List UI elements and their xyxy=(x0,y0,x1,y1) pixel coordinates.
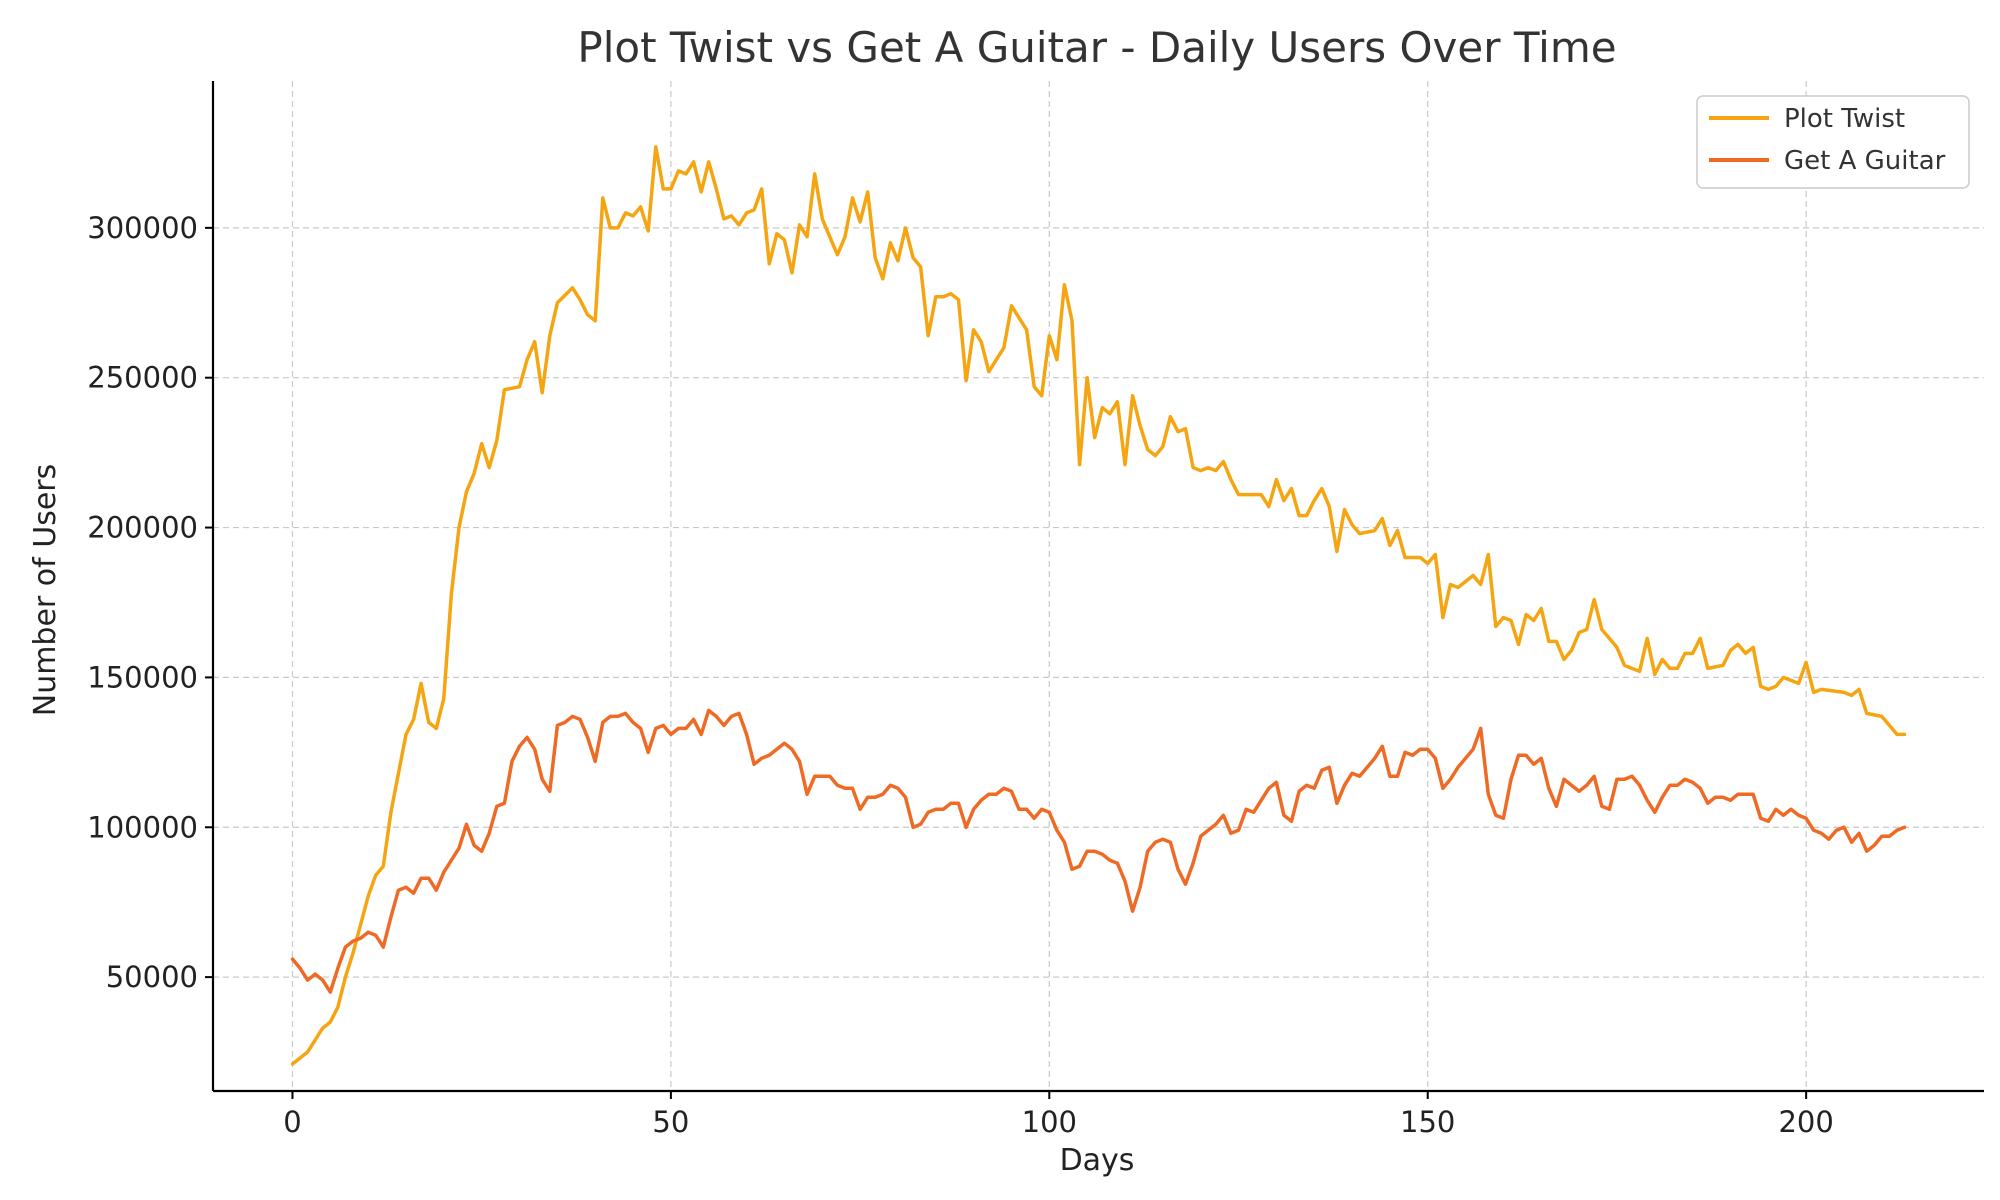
x-tick-label: 100 xyxy=(1022,1105,1077,1139)
x-axis-ticks: 0 50 100 150 200 xyxy=(283,1091,1834,1139)
y-axis-label: Number of Users xyxy=(28,464,63,717)
series-line-plot-twist xyxy=(290,145,1907,1066)
chart-title: Plot Twist vs Get A Guitar - Daily Users… xyxy=(577,23,1616,72)
legend-label-plot-twist: Plot Twist xyxy=(1784,104,1905,134)
y-tick-label: 250000 xyxy=(87,361,198,395)
x-tick-label: 150 xyxy=(1400,1105,1455,1139)
y-tick-label: 300000 xyxy=(87,211,198,245)
y-tick-label: 50000 xyxy=(106,960,198,994)
legend: Plot Twist Get A Guitar xyxy=(1696,95,1970,189)
x-axis-label: Days xyxy=(1060,1143,1135,1178)
x-tick-label: 200 xyxy=(1778,1105,1833,1139)
grid xyxy=(213,81,1984,1091)
series-line-get-a-guitar xyxy=(290,708,1907,994)
x-tick-label: 50 xyxy=(652,1105,689,1139)
legend-label-get-a-guitar: Get A Guitar xyxy=(1784,146,1946,176)
y-tick-label: 200000 xyxy=(87,511,198,545)
y-axis-ticks: 50000 100000 150000 200000 250000 300000 xyxy=(87,211,213,994)
y-tick-label: 150000 xyxy=(87,660,198,694)
x-tick-label: 0 xyxy=(283,1105,301,1139)
series-layer xyxy=(290,145,1907,1066)
y-tick-label: 100000 xyxy=(87,810,198,844)
